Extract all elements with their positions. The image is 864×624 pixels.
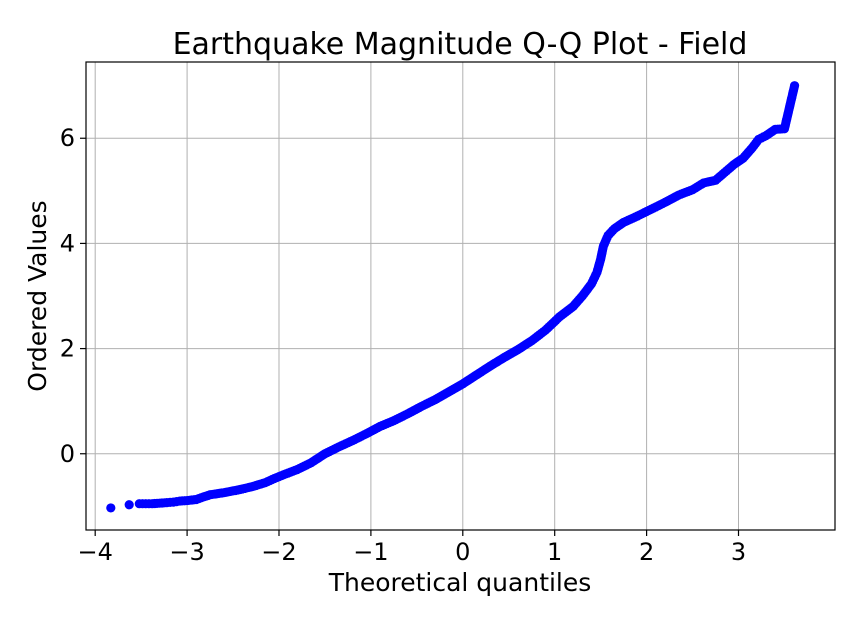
- grid: [86, 62, 835, 530]
- x-tick-label: −1: [353, 538, 388, 566]
- data-points: [106, 81, 800, 513]
- y-tick-label: 2: [60, 335, 75, 363]
- x-tick-label: 0: [455, 538, 470, 566]
- x-tick-label: 2: [639, 538, 654, 566]
- y-tick-label: 4: [60, 229, 75, 257]
- qq-point: [789, 81, 800, 91]
- qq-point: [106, 503, 116, 513]
- y-tick-label: 0: [60, 440, 75, 468]
- y-tick-label: 6: [60, 124, 75, 152]
- y-axis-label: Ordered Values: [23, 200, 52, 391]
- qq-point: [124, 500, 134, 510]
- plot-area-frame: [85, 61, 836, 531]
- x-tick-label: 3: [731, 538, 746, 566]
- x-tick-label: −3: [169, 538, 204, 566]
- chart-title: Earthquake Magnitude Q-Q Plot - Field: [173, 27, 748, 62]
- axis-ticks: −4 −3 −2 −1 0 1 2 3 0 2 4 6: [60, 124, 746, 566]
- x-axis-label: Theoretical quantiles: [328, 568, 592, 597]
- x-tick-label: 1: [547, 538, 562, 566]
- x-tick-label: −2: [261, 538, 296, 566]
- x-tick-label: −4: [77, 538, 112, 566]
